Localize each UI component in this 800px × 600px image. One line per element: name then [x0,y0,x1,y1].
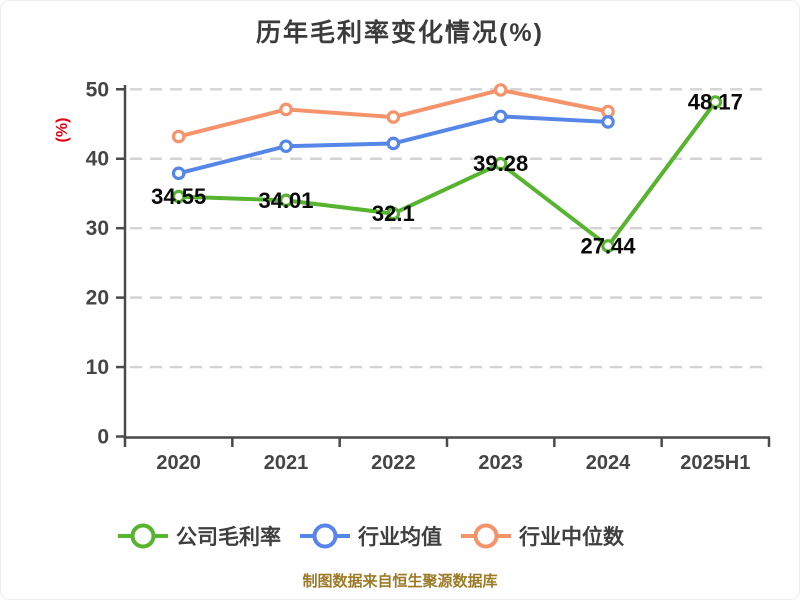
data-point-industry-median [279,102,293,117]
data-point-industry-average [279,139,293,154]
data-point-value-label: 27.44 [580,233,636,258]
legend-marker-industry-average-icon [300,523,350,549]
data-source-caption: 制图数据来自恒生聚源数据库 [302,573,498,590]
data-point-company [708,95,723,109]
chart-title: 历年毛利率变化情况(%) [256,19,544,47]
data-point-industry-median [171,129,186,144]
data-point-industry-median [493,83,508,97]
legend-marker-company-icon [118,523,168,549]
data-point-industry-median [386,110,401,124]
x-category-label: 2024 [586,452,631,474]
data-point-company [601,239,615,253]
data-point-industry-average [601,115,615,129]
data-point-industry-average [386,136,401,151]
data-point-company [386,206,401,221]
x-category-label: 2022 [371,452,416,474]
y-tick-label: 10 [86,356,109,379]
data-point-value-label: 34.01 [258,188,313,213]
y-tick-label: 20 [86,287,109,310]
data-point-industry-average [171,166,186,181]
legend: 公司毛利率 行业均值 行业中位数 [117,521,624,551]
legend-item-industry-median[interactable]: 行业中位数 [460,521,624,551]
y-tick-label: 50 [86,78,109,101]
legend-item-company[interactable]: 公司毛利率 [117,521,281,551]
legend-item-industry-average[interactable]: 行业均值 [299,521,442,551]
x-category-label: 2020 [156,452,201,474]
data-point-value-label: 32.1 [372,201,415,226]
data-point-industry-average [493,109,508,124]
y-tick-label: 30 [86,217,109,240]
data-point-value-label: 34.55 [151,184,206,209]
legend-marker-industry-median-icon [461,523,511,549]
legend-label-industry-median: 行业中位数 [519,526,624,549]
data-point-value-label: 48.17 [688,90,743,115]
y-tick-label: 0 [97,426,109,449]
series-line-company [176,100,718,248]
x-category-label: 2023 [478,452,523,474]
data-point-company [171,189,186,204]
data-point-company [279,193,293,208]
y-tick-label: 40 [86,148,109,171]
legend-label-industry-average: 行业均值 [358,526,442,549]
data-point-company [493,156,508,171]
x-category-label: 2025H1 [680,452,750,474]
x-category-label: 2021 [264,452,309,474]
legend-label-company: 公司毛利率 [176,526,281,549]
data-point-value-label: 39.28 [473,151,528,176]
